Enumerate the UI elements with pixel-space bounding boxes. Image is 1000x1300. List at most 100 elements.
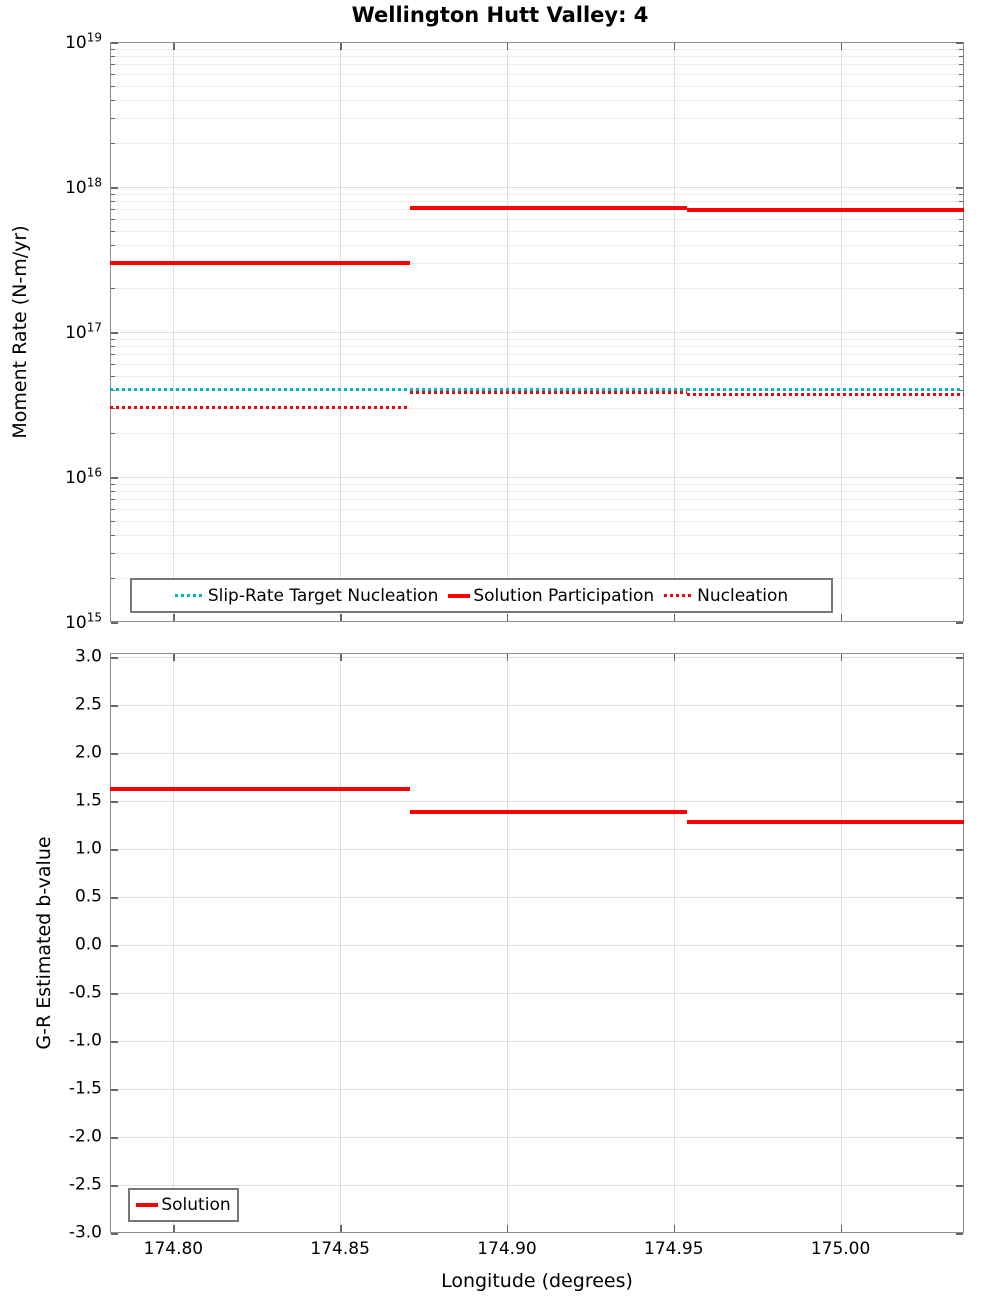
y-minor-tick-mark xyxy=(111,117,115,119)
x-tick-label: 174.90 xyxy=(477,1239,537,1259)
y-tick-label: 2.5 xyxy=(74,694,102,715)
y-tick-mark xyxy=(956,897,963,899)
y-minor-tick-mark xyxy=(111,64,115,66)
y-minor-tick-mark xyxy=(959,56,963,58)
y-minor-gridline xyxy=(112,354,962,356)
y-minor-tick-mark xyxy=(959,354,963,356)
y-gridline xyxy=(112,1041,962,1042)
y-minor-gridline xyxy=(112,520,962,522)
y-tick-label: 2.0 xyxy=(74,742,102,763)
y-minor-tick-mark xyxy=(111,338,115,340)
x-tick-mark xyxy=(173,654,175,661)
y-minor-tick-mark xyxy=(111,74,115,76)
b-value-legend: Solution xyxy=(128,1188,239,1222)
y-gridline xyxy=(112,477,962,478)
y-minor-tick-mark xyxy=(959,85,963,87)
x-tick-mark xyxy=(673,1225,676,1232)
series-line-solution xyxy=(410,809,688,814)
y-minor-tick-mark xyxy=(111,48,115,50)
y-tick-mark xyxy=(956,993,963,995)
y-tick-mark xyxy=(956,657,963,659)
y-minor-gridline xyxy=(112,534,962,536)
y-minor-tick-mark xyxy=(959,552,963,554)
x-gridline xyxy=(840,655,842,1231)
y-minor-gridline xyxy=(112,375,962,377)
y-minor-tick-mark xyxy=(959,64,963,66)
y-minor-gridline xyxy=(112,346,962,348)
y-tick-label: 1.5 xyxy=(74,790,102,811)
y-minor-gridline xyxy=(112,338,962,340)
y-tick-mark xyxy=(956,801,963,803)
y-tick-mark xyxy=(111,332,118,334)
y-minor-tick-mark xyxy=(111,364,115,366)
y-minor-tick-mark xyxy=(959,99,963,101)
y-minor-tick-mark xyxy=(111,552,115,554)
y-minor-tick-mark xyxy=(959,346,963,348)
y-minor-tick-mark xyxy=(111,433,115,435)
y-minor-tick-mark xyxy=(959,193,963,195)
x-tick-mark xyxy=(673,654,676,661)
x-tick-mark xyxy=(173,43,175,50)
y-gridline xyxy=(112,945,962,946)
y-minor-tick-mark xyxy=(111,354,115,356)
y-tick-mark xyxy=(956,753,963,755)
y-gridline xyxy=(112,657,962,658)
y-minor-gridline xyxy=(112,288,962,290)
x-tick-mark xyxy=(340,654,342,661)
y-minor-gridline xyxy=(112,99,962,101)
y-minor-gridline xyxy=(112,407,962,409)
legend-item: Solution xyxy=(136,1195,231,1215)
y-minor-tick-mark xyxy=(959,534,963,536)
series-line-nucleation xyxy=(410,391,688,395)
y-minor-gridline xyxy=(112,499,962,501)
y-minor-tick-mark xyxy=(111,85,115,87)
x-tick-label: 174.80 xyxy=(143,1239,204,1259)
y-tick-label: -0.5 xyxy=(68,982,102,1003)
dotted-line-swatch-icon xyxy=(174,594,205,597)
y-minor-gridline xyxy=(112,483,962,485)
y-minor-gridline xyxy=(112,219,962,221)
y-minor-tick-mark xyxy=(959,520,963,522)
x-gridline xyxy=(173,655,175,1231)
legend-item: Solution Participation xyxy=(448,586,654,606)
y-gridline xyxy=(112,332,962,333)
y-minor-tick-mark xyxy=(111,209,115,211)
y-tick-mark xyxy=(956,1041,963,1043)
y-minor-tick-mark xyxy=(111,578,115,580)
y-minor-gridline xyxy=(112,117,962,119)
x-tick-mark xyxy=(506,1225,509,1232)
y-minor-gridline xyxy=(112,143,962,145)
chart-title: Wellington Hutt Valley: 4 xyxy=(351,3,649,27)
x-tick-label: 175.00 xyxy=(810,1239,871,1259)
y-minor-gridline xyxy=(112,85,962,87)
y-minor-tick-mark xyxy=(959,262,963,264)
y-tick-mark xyxy=(956,849,963,851)
y-minor-tick-mark xyxy=(959,219,963,221)
y-tick-mark xyxy=(956,1233,963,1235)
y-tick-label: 0.5 xyxy=(74,886,102,907)
series-line-nucleation xyxy=(110,406,411,410)
x-tick-mark xyxy=(673,614,676,621)
y-minor-tick-mark xyxy=(959,230,963,232)
y-minor-gridline xyxy=(112,509,962,511)
y-tick-label: 1015 xyxy=(65,610,102,633)
y-minor-tick-mark xyxy=(111,346,115,348)
y-tick-mark xyxy=(111,1233,118,1235)
x-tick-mark xyxy=(840,1225,843,1232)
x-tick-mark xyxy=(340,43,342,50)
y-gridline xyxy=(112,1137,962,1138)
y-minor-tick-mark xyxy=(111,483,115,485)
dotted-line-swatch-icon xyxy=(664,594,695,597)
x-tick-mark xyxy=(340,614,342,621)
y-gridline xyxy=(112,753,962,754)
y-gridline xyxy=(112,1089,962,1090)
x-tick-mark xyxy=(840,43,843,50)
y-tick-mark xyxy=(111,993,118,995)
longitude-axis-title: Longitude (degrees) xyxy=(441,1270,633,1292)
y-minor-tick-mark xyxy=(959,338,963,340)
y-minor-tick-mark xyxy=(959,117,963,119)
y-minor-tick-mark xyxy=(111,520,115,522)
y-minor-tick-mark xyxy=(959,483,963,485)
y-gridline xyxy=(112,1185,962,1186)
x-tick-mark xyxy=(673,43,676,50)
